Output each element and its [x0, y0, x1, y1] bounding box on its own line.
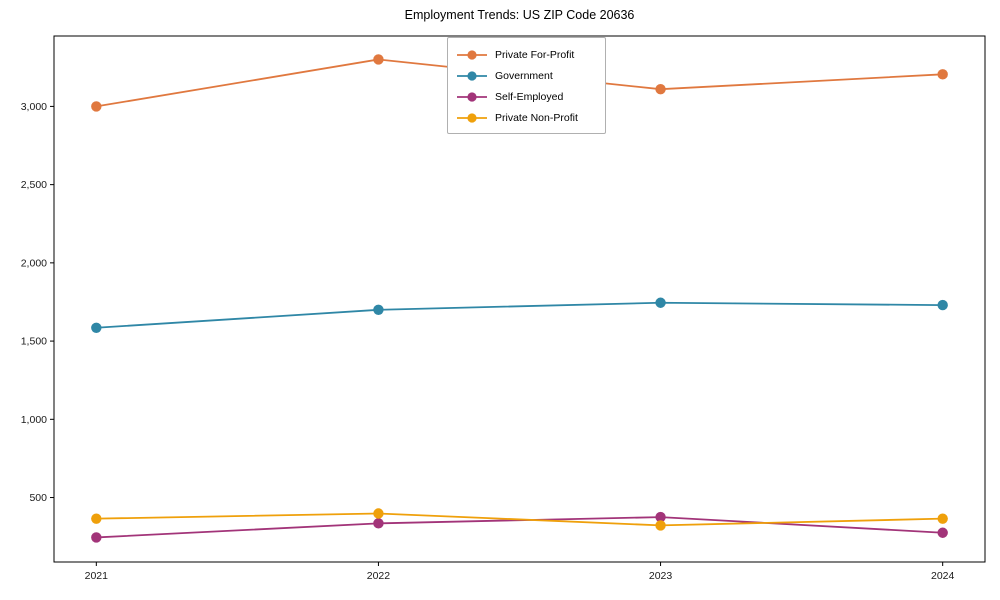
x-axis-tick-label: 2023: [649, 570, 673, 582]
data-point-private-non-profit: [937, 513, 948, 524]
data-point-self-employed: [937, 527, 948, 538]
legend-swatch-icon: [457, 112, 487, 123]
data-point-private-non-profit: [91, 513, 102, 524]
data-point-private-for-profit: [655, 83, 666, 95]
data-point-self-employed: [373, 518, 384, 529]
legend-label: Private Non-Profit: [495, 111, 578, 124]
legend-label: Private For-Profit: [495, 48, 575, 61]
x-axis-tick-label: 2024: [931, 570, 955, 582]
chart-title: Employment Trends: US ZIP Code 20636: [404, 8, 635, 22]
data-point-government: [373, 304, 384, 315]
legend-item-private-non-profit: Private Non-Profit: [457, 108, 596, 127]
y-axis-tick-label: 1,000: [21, 414, 47, 426]
x-axis-tick-label: 2021: [85, 570, 109, 582]
y-axis-tick-label: 500: [29, 492, 47, 504]
x-axis-tick-label: 2022: [367, 570, 391, 582]
legend-swatch-icon: [457, 70, 487, 81]
data-point-self-employed: [655, 511, 666, 523]
legend-swatch-icon: [457, 91, 487, 102]
data-point-self-employed: [91, 532, 102, 543]
data-point-government: [655, 297, 666, 308]
series-line-government: [96, 301, 943, 329]
series-line-private-non-profit: [96, 512, 943, 527]
legend-label: Self-Employed: [495, 90, 564, 103]
data-point-private-non-profit: [373, 508, 384, 519]
legend-item-private-for-profit: Private For-Profit: [457, 45, 596, 64]
plot-frame: [53, 35, 986, 563]
legend-item-government: Government: [457, 66, 596, 85]
legend-swatch-icon: [457, 49, 487, 60]
legend-item-self-employed: Self-Employed: [457, 87, 596, 106]
y-axis-tick-label: 3,000: [21, 101, 47, 113]
legend-label: Government: [495, 69, 553, 82]
data-point-government: [937, 299, 948, 311]
y-axis-tick-label: 2,500: [21, 179, 47, 191]
legend: Private For-Profit Government Self-Employe…: [447, 37, 606, 134]
data-point-private-non-profit: [655, 520, 666, 531]
data-point-private-for-profit: [91, 101, 102, 112]
y-axis-tick-label: 2,000: [21, 257, 47, 269]
y-axis-tick-label: 1,500: [21, 336, 47, 348]
data-point-private-for-profit: [373, 54, 384, 65]
data-point-government: [91, 322, 102, 333]
data-point-private-for-profit: [937, 69, 948, 80]
